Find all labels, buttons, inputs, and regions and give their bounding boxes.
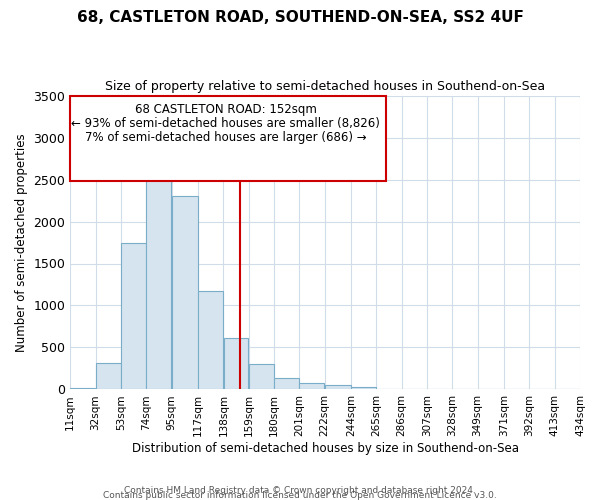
- Bar: [146, 142, 172, 390]
- Bar: [96, 362, 121, 390]
- Bar: [224, 338, 248, 390]
- Bar: [198, 291, 223, 390]
- Bar: [70, 388, 95, 390]
- Text: 68, CASTLETON ROAD, SOUTHEND-ON-SEA, SS2 4UF: 68, CASTLETON ROAD, SOUTHEND-ON-SEA, SS2…: [77, 10, 523, 25]
- Bar: [121, 242, 146, 390]
- Text: 68 CASTLETON ROAD: 152sqm: 68 CASTLETON ROAD: 152sqm: [135, 103, 317, 116]
- Bar: [274, 378, 299, 390]
- Bar: [325, 385, 351, 390]
- Text: Contains HM Land Registry data © Crown copyright and database right 2024.: Contains HM Land Registry data © Crown c…: [124, 486, 476, 495]
- Text: ← 93% of semi-detached houses are smaller (8,826): ← 93% of semi-detached houses are smalle…: [71, 116, 380, 130]
- X-axis label: Distribution of semi-detached houses by size in Southend-on-Sea: Distribution of semi-detached houses by …: [131, 442, 518, 455]
- Bar: [299, 383, 325, 390]
- FancyBboxPatch shape: [70, 96, 386, 181]
- Bar: [351, 387, 376, 390]
- Text: Contains public sector information licensed under the Open Government Licence v3: Contains public sector information licen…: [103, 490, 497, 500]
- Y-axis label: Number of semi-detached properties: Number of semi-detached properties: [15, 133, 28, 352]
- Title: Size of property relative to semi-detached houses in Southend-on-Sea: Size of property relative to semi-detach…: [105, 80, 545, 93]
- Text: 7% of semi-detached houses are larger (686) →: 7% of semi-detached houses are larger (6…: [85, 131, 367, 144]
- Bar: [172, 196, 198, 390]
- Bar: [249, 364, 274, 390]
